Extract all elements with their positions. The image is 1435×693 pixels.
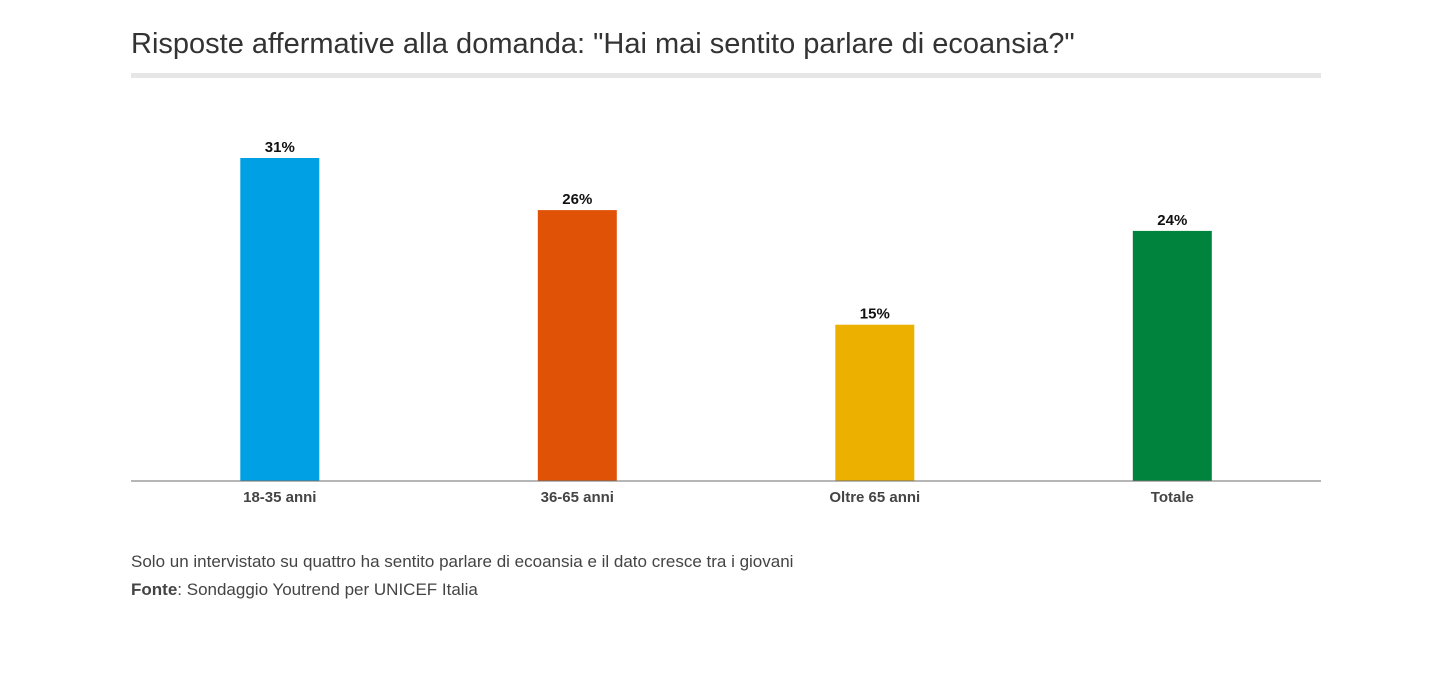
bar-1 (240, 158, 320, 481)
bar-2 (537, 210, 617, 481)
x-tick-label-3: Oltre 65 anni (829, 489, 920, 506)
bars-layer: 31% 18-35 anni 26% 36-65 anni 15% Oltre 65 an… (240, 139, 1212, 506)
data-label-4: 24% (1157, 212, 1187, 229)
data-label-3: 15% (860, 306, 890, 323)
data-label-2: 26% (562, 191, 592, 208)
x-tick-label-1: 18-35 anni (243, 489, 316, 506)
x-tick-label-2: 36-65 anni (541, 489, 614, 506)
source-text: : Sondaggio Youtrend per UNICEF Italia (177, 580, 478, 599)
bar-chart: 31% 18-35 anni 26% 36-65 anni 15% Oltre 65 an… (131, 139, 1321, 506)
chart-title: Risposte affermative alla domanda: "Hai … (131, 28, 1075, 60)
caption-text: Solo un intervistato su quattro ha senti… (131, 552, 794, 571)
source-line: Fonte: Sondaggio Youtrend per UNICEF Ita… (131, 576, 793, 604)
bar-3 (835, 324, 915, 481)
chart-caption: Solo un intervistato su quattro ha senti… (131, 548, 793, 604)
bar-4 (1132, 230, 1212, 481)
source-label: Fonte (131, 580, 178, 599)
x-tick-label-4: Totale (1151, 489, 1194, 506)
title-divider (131, 73, 1321, 78)
data-label-1: 31% (265, 139, 295, 156)
